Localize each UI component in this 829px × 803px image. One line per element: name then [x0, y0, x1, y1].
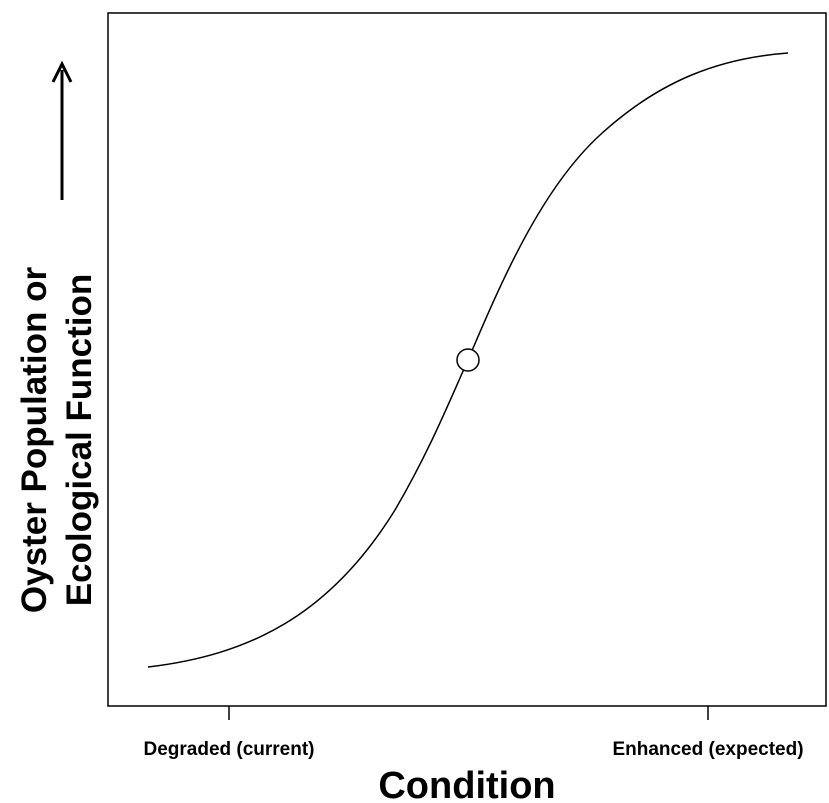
x-tick-label: Enhanced (expected) — [612, 739, 803, 760]
y-axis-label: Ecological Function — [60, 274, 99, 607]
plot-frame — [107, 12, 827, 707]
arrow — [51, 60, 73, 200]
x-axis-label: Condition — [378, 765, 555, 803]
y-axis-label: Oyster Population or — [15, 267, 54, 614]
current-point — [456, 348, 480, 372]
x-tick-label: Degraded (current) — [143, 739, 314, 760]
